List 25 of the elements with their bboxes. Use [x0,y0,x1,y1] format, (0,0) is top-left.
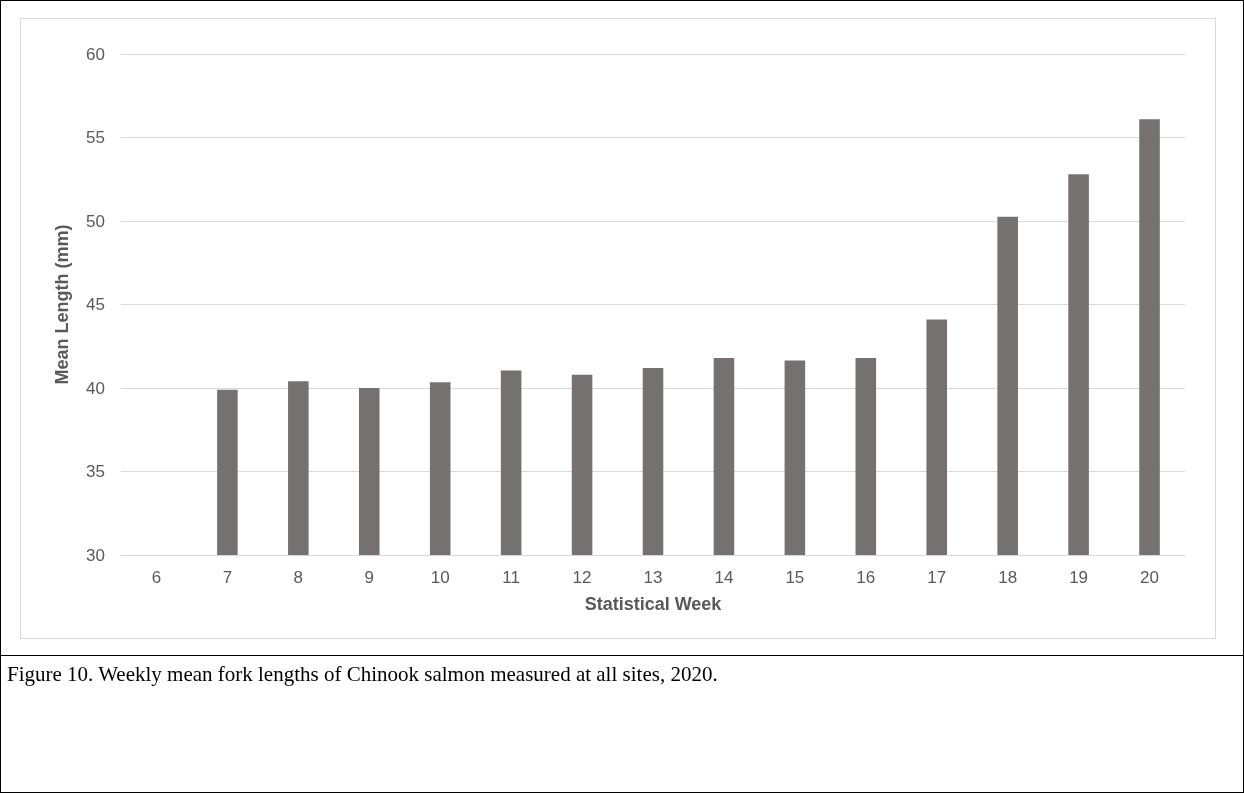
x-tick-label: 8 [293,568,304,587]
x-tick-label: 20 [1140,568,1159,587]
x-axis-title: Statistical Week [584,594,723,614]
x-tick-label: 9 [364,568,374,587]
y-tick-label: 45 [86,295,105,314]
x-tick-label: 12 [572,568,592,587]
y-axis-title: Mean Length (mm) [52,224,72,385]
x-tick-label: 16 [856,568,876,587]
y-tick-label: 55 [86,128,105,147]
x-tick-label: 19 [1069,568,1089,587]
y-tick-label: 35 [86,462,105,481]
caption: Figure 10. Weekly mean fork lengths of Chinook salmon measured at all sites, 2020. [1,655,1243,693]
x-tick-label: 7 [222,568,233,587]
x-tick-label: 18 [998,568,1018,587]
x-tick-label: 14 [714,568,734,587]
y-tick-label: 40 [86,378,105,398]
x-tick-label: 13 [643,568,663,587]
x-tick-label: 11 [502,568,520,587]
x-tick-label: 6 [151,568,162,587]
y-tick-label: 50 [86,211,105,231]
y-tick-label: 30 [86,545,105,565]
x-tick-label: 17 [927,568,947,587]
x-tick-label: 10 [430,568,450,587]
x-tick-label: 15 [785,568,805,587]
y-tick-label: 60 [86,44,105,64]
